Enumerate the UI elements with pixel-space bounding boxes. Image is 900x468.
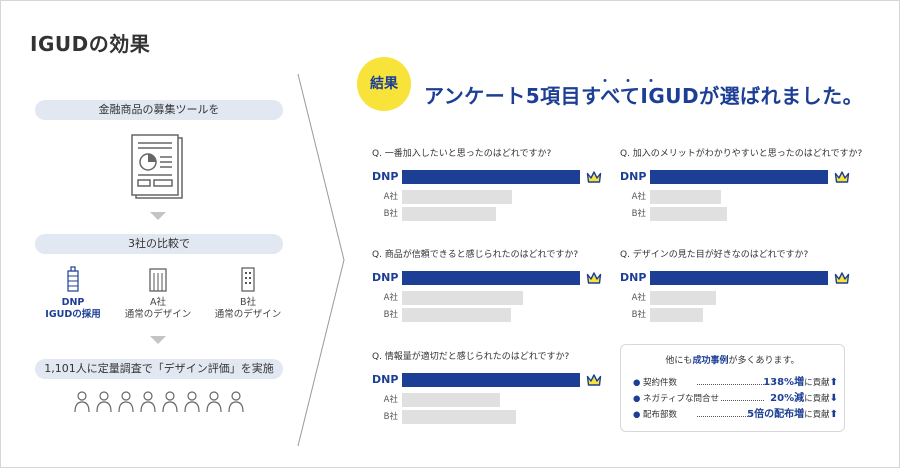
- crown-icon: [834, 270, 850, 284]
- company-dnp-note: IGUDの採用: [45, 309, 101, 320]
- bullet-icon: ●: [633, 394, 641, 404]
- bullet-icon: ●: [633, 378, 641, 388]
- chart-1-row: B社: [372, 207, 602, 221]
- crown-icon: [586, 270, 602, 284]
- bar: [402, 190, 512, 204]
- company-dnp: DNP IGUDの採用: [38, 266, 108, 321]
- bar: [402, 170, 580, 184]
- bar: [650, 170, 828, 184]
- success-case-row: ● 契約件数 138%増に貢献⬆: [633, 377, 838, 388]
- success-cases-box: 他にも成功事例が多くあります。 ● 契約件数 138%増に貢献⬆ ● ネガティブ…: [620, 344, 845, 432]
- bar-label: DNP: [372, 271, 399, 284]
- bar: [402, 271, 580, 285]
- bar: [650, 190, 721, 204]
- success-cases-highlight: 成功事例: [692, 356, 729, 366]
- crown-icon: [586, 169, 602, 183]
- bar-label: B社: [383, 412, 398, 422]
- bar: [650, 308, 703, 322]
- building-icon: [67, 266, 79, 292]
- step-survey: 1,101人に定量調査で「デザイン評価」を実施: [35, 359, 283, 379]
- bar-label: A社: [631, 293, 646, 303]
- bar-label: A社: [383, 293, 398, 303]
- bar-label: A社: [631, 192, 646, 202]
- up-arrow-icon: ⬆: [829, 377, 838, 388]
- down-arrow-icon: [150, 212, 166, 220]
- chart-3-row: DNP: [372, 271, 602, 285]
- bar: [402, 207, 496, 221]
- result-badge: 結果: [357, 57, 411, 111]
- bar-label: A社: [383, 395, 398, 405]
- bar-label: DNP: [620, 170, 647, 183]
- chart-2-row: DNP: [620, 170, 850, 184]
- company-dnp-name: DNP: [61, 297, 85, 308]
- bar: [402, 308, 511, 322]
- company-a-note: 通常のデザイン: [124, 309, 192, 320]
- bar-label: A社: [383, 192, 398, 202]
- success-case-row: ● 配布部数 5倍の配布増に貢献⬆: [633, 409, 838, 420]
- step-comparison: 3社の比較で: [35, 234, 283, 254]
- bar-label: DNP: [372, 373, 399, 386]
- bar: [650, 291, 716, 305]
- bar-label: B社: [383, 209, 398, 219]
- people-icon: [74, 391, 244, 413]
- success-case-row: ● ネガティブな問合せ 20%減に貢献⬇: [633, 393, 838, 404]
- page-title: IGUDの効果: [30, 32, 151, 56]
- bar: [402, 410, 516, 424]
- bar: [402, 373, 580, 387]
- bar-label: B社: [631, 310, 646, 320]
- emphasis-dots: ・・・: [598, 74, 667, 90]
- down-arrow-icon: ⬇: [829, 393, 838, 404]
- bar-label: DNP: [620, 271, 647, 284]
- chart-1-row: DNP: [372, 170, 602, 184]
- success-cases-title: 他にも成功事例が多くあります。: [665, 356, 800, 366]
- company-b-note: 通常のデザイン: [214, 309, 282, 320]
- bar: [402, 393, 500, 407]
- chart-3-row: A社: [372, 291, 602, 305]
- company-a-name: A社: [150, 297, 166, 308]
- building-icon: [241, 267, 255, 292]
- step-recruitment-tool: 金融商品の募集ツールを: [35, 100, 283, 120]
- bar-label: DNP: [372, 170, 399, 183]
- building-icon: [149, 268, 167, 292]
- chart-3-title: Q. 商品が信頼できると感じられたのはどれですか?: [372, 250, 579, 260]
- document-icon: [131, 134, 183, 199]
- bar-label: B社: [383, 310, 398, 320]
- bar-label: B社: [631, 209, 646, 219]
- company-b: B社 通常のデザイン: [208, 266, 288, 321]
- chart-4-title: Q. デザインの見た目が好きなのはどれですか?: [620, 250, 809, 260]
- company-a: A社 通常のデザイン: [118, 266, 198, 321]
- company-b-name: B社: [239, 297, 257, 308]
- up-arrow-icon: ⬆: [829, 409, 838, 420]
- chart-4-row: B社: [620, 308, 850, 322]
- chart-2-row: B社: [620, 207, 850, 221]
- chart-2-row: A社: [620, 190, 850, 204]
- chart-1-row: A社: [372, 190, 602, 204]
- bar: [650, 271, 828, 285]
- chart-5-row: A社: [372, 393, 602, 407]
- bullet-icon: ●: [633, 410, 641, 420]
- chart-1-title: Q. 一番加入したいと思ったのはどれですか?: [372, 149, 552, 159]
- crown-icon: [834, 169, 850, 183]
- bar: [650, 207, 727, 221]
- section-divider: [297, 73, 345, 447]
- result-headline: アンケート5項目すべてIGUDが選ばれました。: [424, 84, 864, 108]
- chart-5-row: B社: [372, 410, 602, 424]
- bar: [402, 291, 523, 305]
- crown-icon: [586, 372, 602, 386]
- chart-5-row: DNP: [372, 373, 602, 387]
- chart-4-row: A社: [620, 291, 850, 305]
- chart-2-title: Q. 加入のメリットがわかりやすいと思ったのはどれですか?: [620, 149, 863, 159]
- chart-4-row: DNP: [620, 271, 850, 285]
- down-arrow-icon: [150, 336, 166, 344]
- chart-3-row: B社: [372, 308, 602, 322]
- chart-5-title: Q. 情報量が適切だと感じられたのはどれですか?: [372, 352, 570, 362]
